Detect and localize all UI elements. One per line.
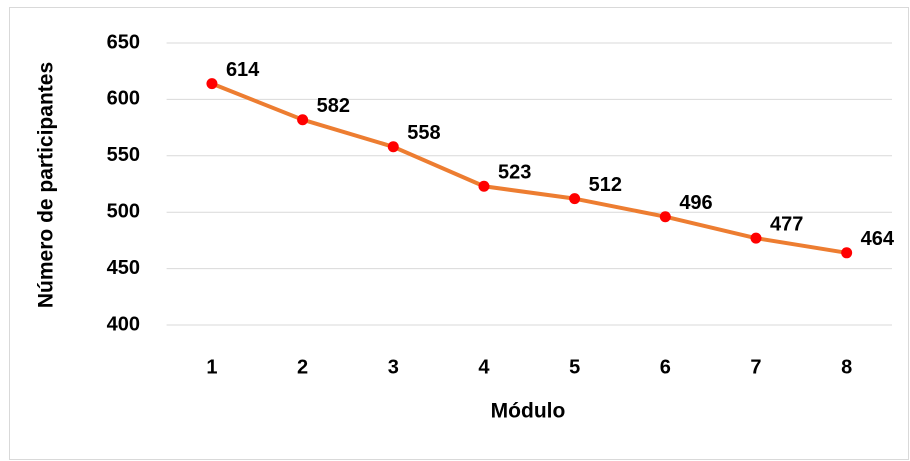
- x-axis-title: Módulo: [491, 400, 566, 423]
- x-tick-label: 1: [206, 356, 217, 378]
- x-tick-label: 4: [478, 356, 490, 378]
- data-label: 464: [861, 228, 895, 250]
- y-tick-label: 550: [107, 144, 140, 166]
- marker: [387, 141, 399, 153]
- data-label: 512: [589, 174, 622, 196]
- y-axis-title: Número de participantes: [35, 62, 58, 308]
- data-label: 582: [317, 95, 350, 117]
- x-tick-label: 6: [660, 356, 671, 378]
- data-label: 614: [226, 59, 260, 81]
- y-tick-label: 450: [107, 257, 140, 279]
- x-tick-label: 8: [841, 356, 852, 378]
- marker: [750, 232, 762, 244]
- x-tick-label: 5: [569, 356, 580, 378]
- marker: [297, 114, 309, 126]
- x-tick-label: 7: [750, 356, 761, 378]
- marker: [569, 193, 581, 205]
- data-label: 523: [498, 162, 531, 184]
- y-tick-label: 500: [107, 200, 140, 222]
- data-label: 477: [770, 213, 803, 235]
- marker: [841, 247, 853, 259]
- y-tick-label: 400: [107, 313, 140, 335]
- data-label: 558: [407, 122, 440, 144]
- marker: [478, 180, 490, 192]
- x-tick-label: 2: [297, 356, 308, 378]
- marker: [206, 78, 218, 90]
- line: [211, 81, 847, 255]
- x-tick-label: 3: [388, 356, 399, 378]
- data-label: 496: [679, 192, 712, 214]
- y-tick-label: 600: [107, 88, 140, 110]
- marker: [659, 211, 671, 223]
- y-tick-label: 650: [107, 31, 140, 53]
